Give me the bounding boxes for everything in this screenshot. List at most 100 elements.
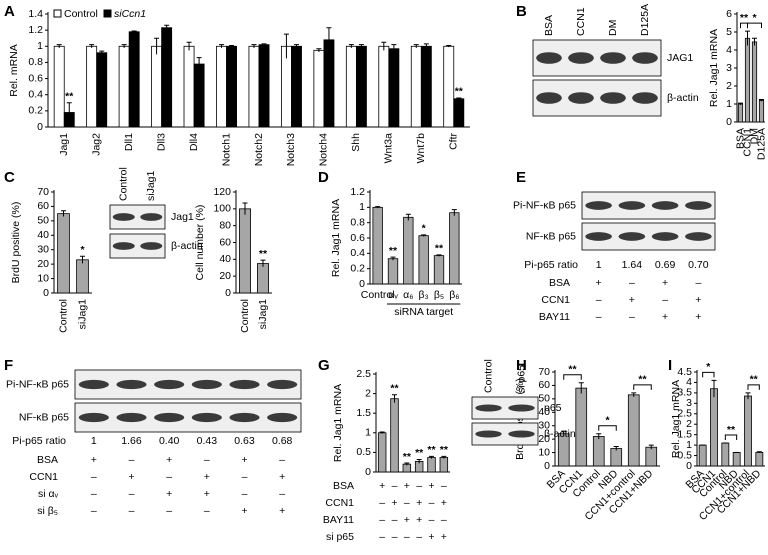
condition-sign: –	[695, 277, 701, 289]
error-bar	[260, 259, 266, 267]
condition-sign: –	[129, 454, 135, 466]
legend-swatch	[53, 9, 62, 18]
ratio-value: 0.69	[655, 259, 676, 271]
condition-sign: +	[91, 454, 97, 466]
bar	[377, 432, 387, 473]
y-tick-label: 0	[43, 287, 49, 299]
blot-band	[154, 412, 185, 423]
error-bar	[745, 30, 750, 46]
error-bar	[451, 209, 457, 216]
y-tick-label: 1	[365, 427, 371, 439]
panel-label: A	[4, 3, 15, 20]
condition-sign: –	[429, 514, 435, 526]
y-tick-label: 1	[686, 439, 692, 451]
error-bar	[561, 430, 567, 437]
error-bar	[441, 455, 447, 459]
bar	[433, 255, 445, 285]
bar	[627, 394, 640, 467]
condition-sign: –	[379, 497, 385, 509]
blot-band	[618, 232, 646, 241]
lane-label: BSA	[543, 15, 555, 36]
band-label: NF-κB p65	[19, 411, 69, 423]
bar	[226, 45, 238, 128]
significance: **	[390, 383, 399, 395]
significance: **	[455, 86, 464, 98]
panel-label: G	[318, 357, 330, 374]
y-tick-label: 0	[37, 121, 43, 133]
blot-frame	[74, 402, 302, 433]
condition-sign: –	[392, 514, 398, 526]
condition-sign: +	[428, 480, 434, 492]
bar	[291, 45, 302, 128]
ratio-value: 1	[596, 259, 602, 271]
error-bar	[421, 234, 427, 237]
y-tick-label: 3.5	[677, 387, 692, 399]
condition-sign: +	[695, 294, 701, 306]
error-bar	[390, 256, 396, 261]
x-tick-label: siJag1	[257, 299, 269, 330]
condition-sign: +	[204, 471, 210, 483]
blot-band	[116, 412, 147, 423]
y-tick-label: 40	[37, 229, 49, 241]
condition-sign: +	[441, 497, 447, 509]
condition-sign: +	[695, 311, 701, 323]
error-bar	[436, 254, 442, 257]
bar	[76, 259, 89, 294]
y-tick-label: 2	[726, 80, 732, 92]
error-bar	[429, 455, 434, 459]
band-label: Jag1	[171, 211, 194, 223]
y-tick-label: 30	[37, 243, 49, 255]
condition-sign: –	[416, 480, 422, 492]
ratio-value: 1.66	[121, 435, 142, 447]
condition-sign: +	[379, 480, 385, 492]
blot-band	[651, 232, 679, 241]
error-bar	[738, 102, 743, 105]
x-tick-label: Wnt7b	[415, 133, 427, 164]
error-bar	[61, 210, 66, 217]
x-tick-label: BSA	[734, 128, 746, 149]
blot-band	[140, 242, 163, 250]
error-bar	[196, 57, 202, 71]
lane-label: Control	[118, 167, 130, 201]
condition-sign: –	[629, 277, 635, 289]
panel-label: B	[516, 3, 527, 20]
blot-band	[267, 379, 298, 390]
blot-band	[229, 412, 260, 423]
condition-sign: +	[404, 480, 410, 492]
y-tick-label: 80	[219, 219, 231, 231]
blot-band	[78, 379, 109, 390]
error-bar	[121, 44, 127, 48]
x-tick-label: β₃	[419, 289, 429, 301]
condition-sign: +	[279, 471, 285, 483]
x-tick-label: siJag1	[76, 299, 88, 330]
condition-sign: –	[129, 488, 135, 500]
bracket	[702, 371, 715, 378]
error-bar	[293, 44, 299, 48]
y-tick-label: 0.2	[350, 262, 365, 274]
error-bar	[131, 30, 137, 33]
bar	[161, 27, 173, 128]
bar	[592, 436, 605, 467]
condition-sign: +	[629, 294, 635, 306]
bar	[698, 444, 707, 467]
blot-band	[685, 201, 712, 210]
bracket-label: **	[750, 374, 759, 386]
x-tick-label: Control	[57, 299, 69, 333]
blot-band	[78, 412, 109, 423]
bar	[313, 49, 325, 128]
bar	[744, 395, 752, 467]
lane-label: CCN1	[575, 7, 587, 36]
y-axis-label: Rel. mRNA	[8, 44, 20, 97]
condition-sign: –	[392, 480, 398, 492]
x-tick-label: α₆	[403, 289, 413, 301]
lane-label: DM	[607, 20, 619, 36]
error-bar	[251, 44, 257, 48]
blot-band	[632, 52, 658, 64]
blot-band	[585, 232, 612, 241]
bar	[388, 48, 400, 128]
bar	[410, 45, 422, 128]
y-tick-label: 70	[37, 186, 49, 198]
x-tick-label: Control	[239, 299, 251, 333]
